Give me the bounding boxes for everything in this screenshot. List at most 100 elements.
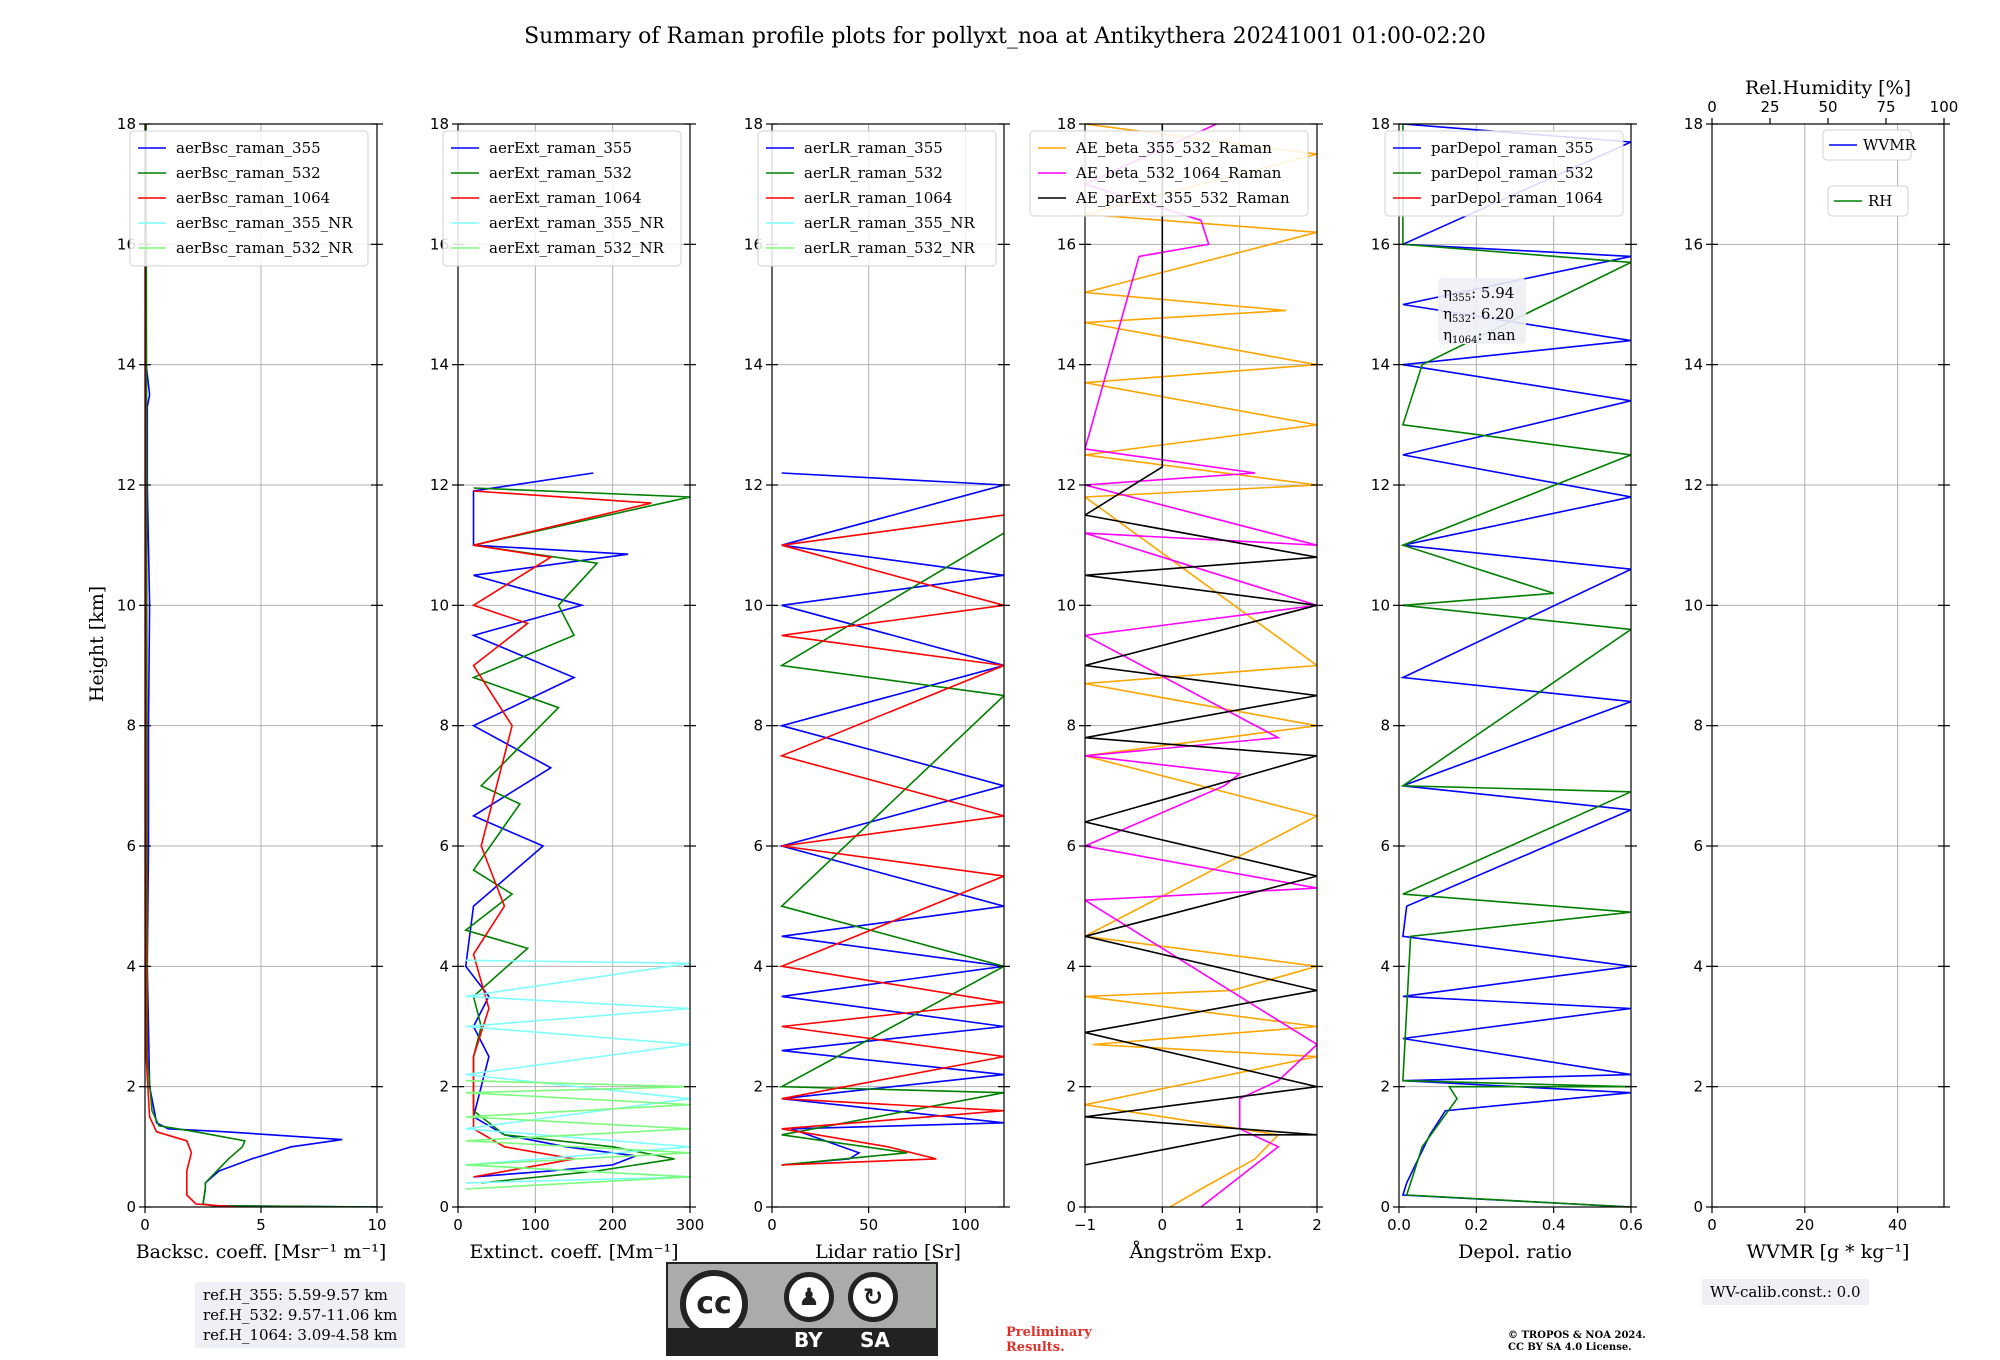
y-tick-label: 0 xyxy=(1380,1198,1390,1216)
y-tick-label: 8 xyxy=(126,717,136,735)
x-tick-label: 20 xyxy=(1795,1216,1814,1234)
ref-h-1064: ref.H_1064: 3.09-4.58 km xyxy=(203,1326,398,1344)
x-tick-label: 5 xyxy=(256,1216,266,1234)
y-tick-label: 10 xyxy=(117,596,136,614)
y-tick-label: 6 xyxy=(1693,837,1703,855)
y-tick-label: 4 xyxy=(753,957,763,975)
y-tick-label: 8 xyxy=(1693,717,1703,735)
x-tick-label: 0 xyxy=(1707,1216,1717,1234)
eta-annotation-line: η1064: nan xyxy=(1443,326,1516,346)
x-tick-label: 0 xyxy=(453,1216,463,1234)
x-tick-label: 0 xyxy=(140,1216,150,1234)
y-tick-label: 12 xyxy=(1684,476,1703,494)
y-tick-label: 10 xyxy=(1371,596,1390,614)
x-tick-label: 100 xyxy=(521,1216,550,1234)
top-x-tick-label: 0 xyxy=(1707,98,1717,116)
eta-annotation-line: η532: 6.20 xyxy=(1443,305,1514,325)
series-line-aerExt_raman_1064 xyxy=(471,490,652,1178)
legend-entry: aerLR_raman_355_NR xyxy=(804,214,975,232)
x-tick-label: 2 xyxy=(1312,1216,1322,1234)
legend-box xyxy=(1827,185,1909,217)
chart-title: Summary of Raman profile plots for polly… xyxy=(524,24,1486,49)
wv-calib-text: WV-calib.const.: 0.0 xyxy=(1710,1283,1861,1301)
y-tick-label: 8 xyxy=(439,717,449,735)
y-tick-label: 2 xyxy=(1066,1078,1076,1096)
y-tick-label: 14 xyxy=(1057,356,1076,374)
legend-entry: aerBsc_raman_1064 xyxy=(176,189,330,207)
y-tick-label: 6 xyxy=(1380,837,1390,855)
legend-entry: aerExt_raman_532_NR xyxy=(489,239,665,257)
legend-entry: aerBsc_raman_532_NR xyxy=(176,239,353,257)
plot-frame xyxy=(1398,123,1632,1208)
x-tick-label: 0.6 xyxy=(1619,1216,1643,1234)
y-tick-label: 18 xyxy=(117,115,136,133)
legend-entry: aerLR_raman_532 xyxy=(804,164,943,182)
eta-annotation-line: η355: 5.94 xyxy=(1443,284,1514,304)
y-tick-label: 8 xyxy=(1380,717,1390,735)
y-tick-label: 0 xyxy=(126,1198,136,1216)
reference-height-box: ref.H_355: 5.59-9.57 km ref.H_532: 9.57-… xyxy=(195,1282,406,1348)
x-tick-label: 300 xyxy=(676,1216,705,1234)
legend-entry: parDepol_raman_355 xyxy=(1431,139,1594,157)
y-tick-label: 6 xyxy=(126,837,136,855)
y-tick-label: 0 xyxy=(753,1198,763,1216)
x-tick-label: 0 xyxy=(767,1216,777,1234)
legend-box xyxy=(1384,130,1624,217)
prelim-line-2: Results. xyxy=(1006,1340,1065,1355)
series-line-aerExt_raman_532_NR xyxy=(465,1079,690,1190)
y-tick-label: 12 xyxy=(744,476,763,494)
prelim-line-1: Preliminary xyxy=(1006,1325,1092,1340)
top-x-tick-label: 100 xyxy=(1930,98,1959,116)
x-tick-label: 100 xyxy=(951,1216,980,1234)
series-line-AE_parExt_355_532_Raman xyxy=(1085,124,1317,1166)
legend-box xyxy=(442,130,682,267)
y-tick-label: 12 xyxy=(117,476,136,494)
share-alike-icon: ↻ xyxy=(848,1272,898,1322)
y-tick-label: 4 xyxy=(1693,957,1703,975)
series-line-parDepol_raman_355 xyxy=(1399,124,1631,1207)
y-tick-label: 16 xyxy=(1684,235,1703,253)
eta-annotation-box xyxy=(1438,278,1526,344)
preliminary-results-note: Preliminary Results. xyxy=(1006,1325,1092,1355)
series-line-aerBsc_raman_532 xyxy=(145,124,377,1207)
legend-box xyxy=(1822,129,1912,161)
legend-entry: aerBsc_raman_355_NR xyxy=(176,214,353,232)
legend-entry: parDepol_raman_532 xyxy=(1431,164,1594,182)
y-tick-label: 2 xyxy=(1693,1078,1703,1096)
x-axis-label: Depol. ratio xyxy=(1458,1241,1572,1263)
eta-symbol: η xyxy=(1443,305,1452,323)
y-tick-label: 12 xyxy=(1057,476,1076,494)
x-tick-label: −1 xyxy=(1074,1216,1096,1234)
top-x-tick-label: 50 xyxy=(1818,98,1837,116)
y-tick-label: 18 xyxy=(1371,115,1390,133)
y-tick-label: 2 xyxy=(126,1078,136,1096)
series-line-aerLR_raman_355 xyxy=(778,472,1004,1166)
y-tick-label: 16 xyxy=(1371,235,1390,253)
y-axis-label: Height [km] xyxy=(86,586,108,702)
y-tick-label: 6 xyxy=(753,837,763,855)
legend-entry: aerExt_raman_1064 xyxy=(489,189,642,207)
x-tick-label: 0.2 xyxy=(1464,1216,1488,1234)
y-tick-label: 14 xyxy=(430,356,449,374)
cc-by-sa-license-badge: cc ♟ ↻ BY SA xyxy=(666,1262,938,1356)
legend-entry: aerExt_raman_532 xyxy=(489,164,632,182)
legend-entry: AE_beta_355_532_Raman xyxy=(1075,139,1272,157)
x-axis-label: Extinct. coeff. [Mm⁻¹] xyxy=(469,1241,678,1263)
y-tick-label: 14 xyxy=(1684,356,1703,374)
y-tick-label: 10 xyxy=(1684,596,1703,614)
x-tick-label: 0 xyxy=(1158,1216,1168,1234)
x-axis-label: Ångström Exp. xyxy=(1129,1241,1273,1263)
y-tick-label: 4 xyxy=(439,957,449,975)
top-x-tick-label: 75 xyxy=(1876,98,1895,116)
y-tick-label: 14 xyxy=(117,356,136,374)
eta-value: : 5.94 xyxy=(1471,284,1514,302)
y-tick-label: 6 xyxy=(439,837,449,855)
series-line-AE_beta_355_532_Raman xyxy=(1085,124,1317,1207)
x-axis-label: Backsc. coeff. [Msr⁻¹ m⁻¹] xyxy=(136,1241,387,1263)
eta-subscript: 1064 xyxy=(1452,335,1477,346)
x-tick-label: 0.0 xyxy=(1387,1216,1411,1234)
series-line-aerExt_raman_355_NR xyxy=(465,959,690,1184)
copyright-note: © TROPOS & NOA 2024. CC BY SA 4.0 Licens… xyxy=(1508,1330,1646,1354)
series-line-aerExt_raman_532 xyxy=(463,487,690,1184)
